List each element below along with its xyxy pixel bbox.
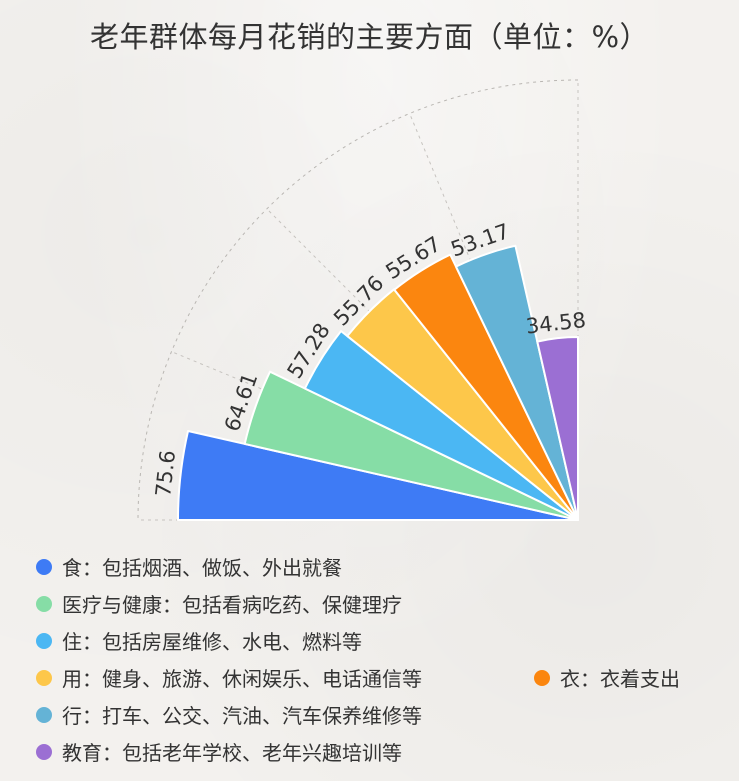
- sector-5[interactable]: [454, 244, 579, 521]
- chart-title: 老年群体每月花销的主要方面（单位：%）: [89, 20, 650, 54]
- sector-4[interactable]: [393, 253, 579, 521]
- sector-1[interactable]: [243, 370, 579, 521]
- sector-2[interactable]: [303, 330, 579, 521]
- grid-spoke: [409, 113, 579, 521]
- sector-6[interactable]: [536, 336, 579, 521]
- value-label: 34.58: [525, 308, 587, 339]
- value-label: 75.6: [151, 449, 180, 498]
- grid-arc: [137, 79, 579, 521]
- chart-sectors: [177, 244, 579, 521]
